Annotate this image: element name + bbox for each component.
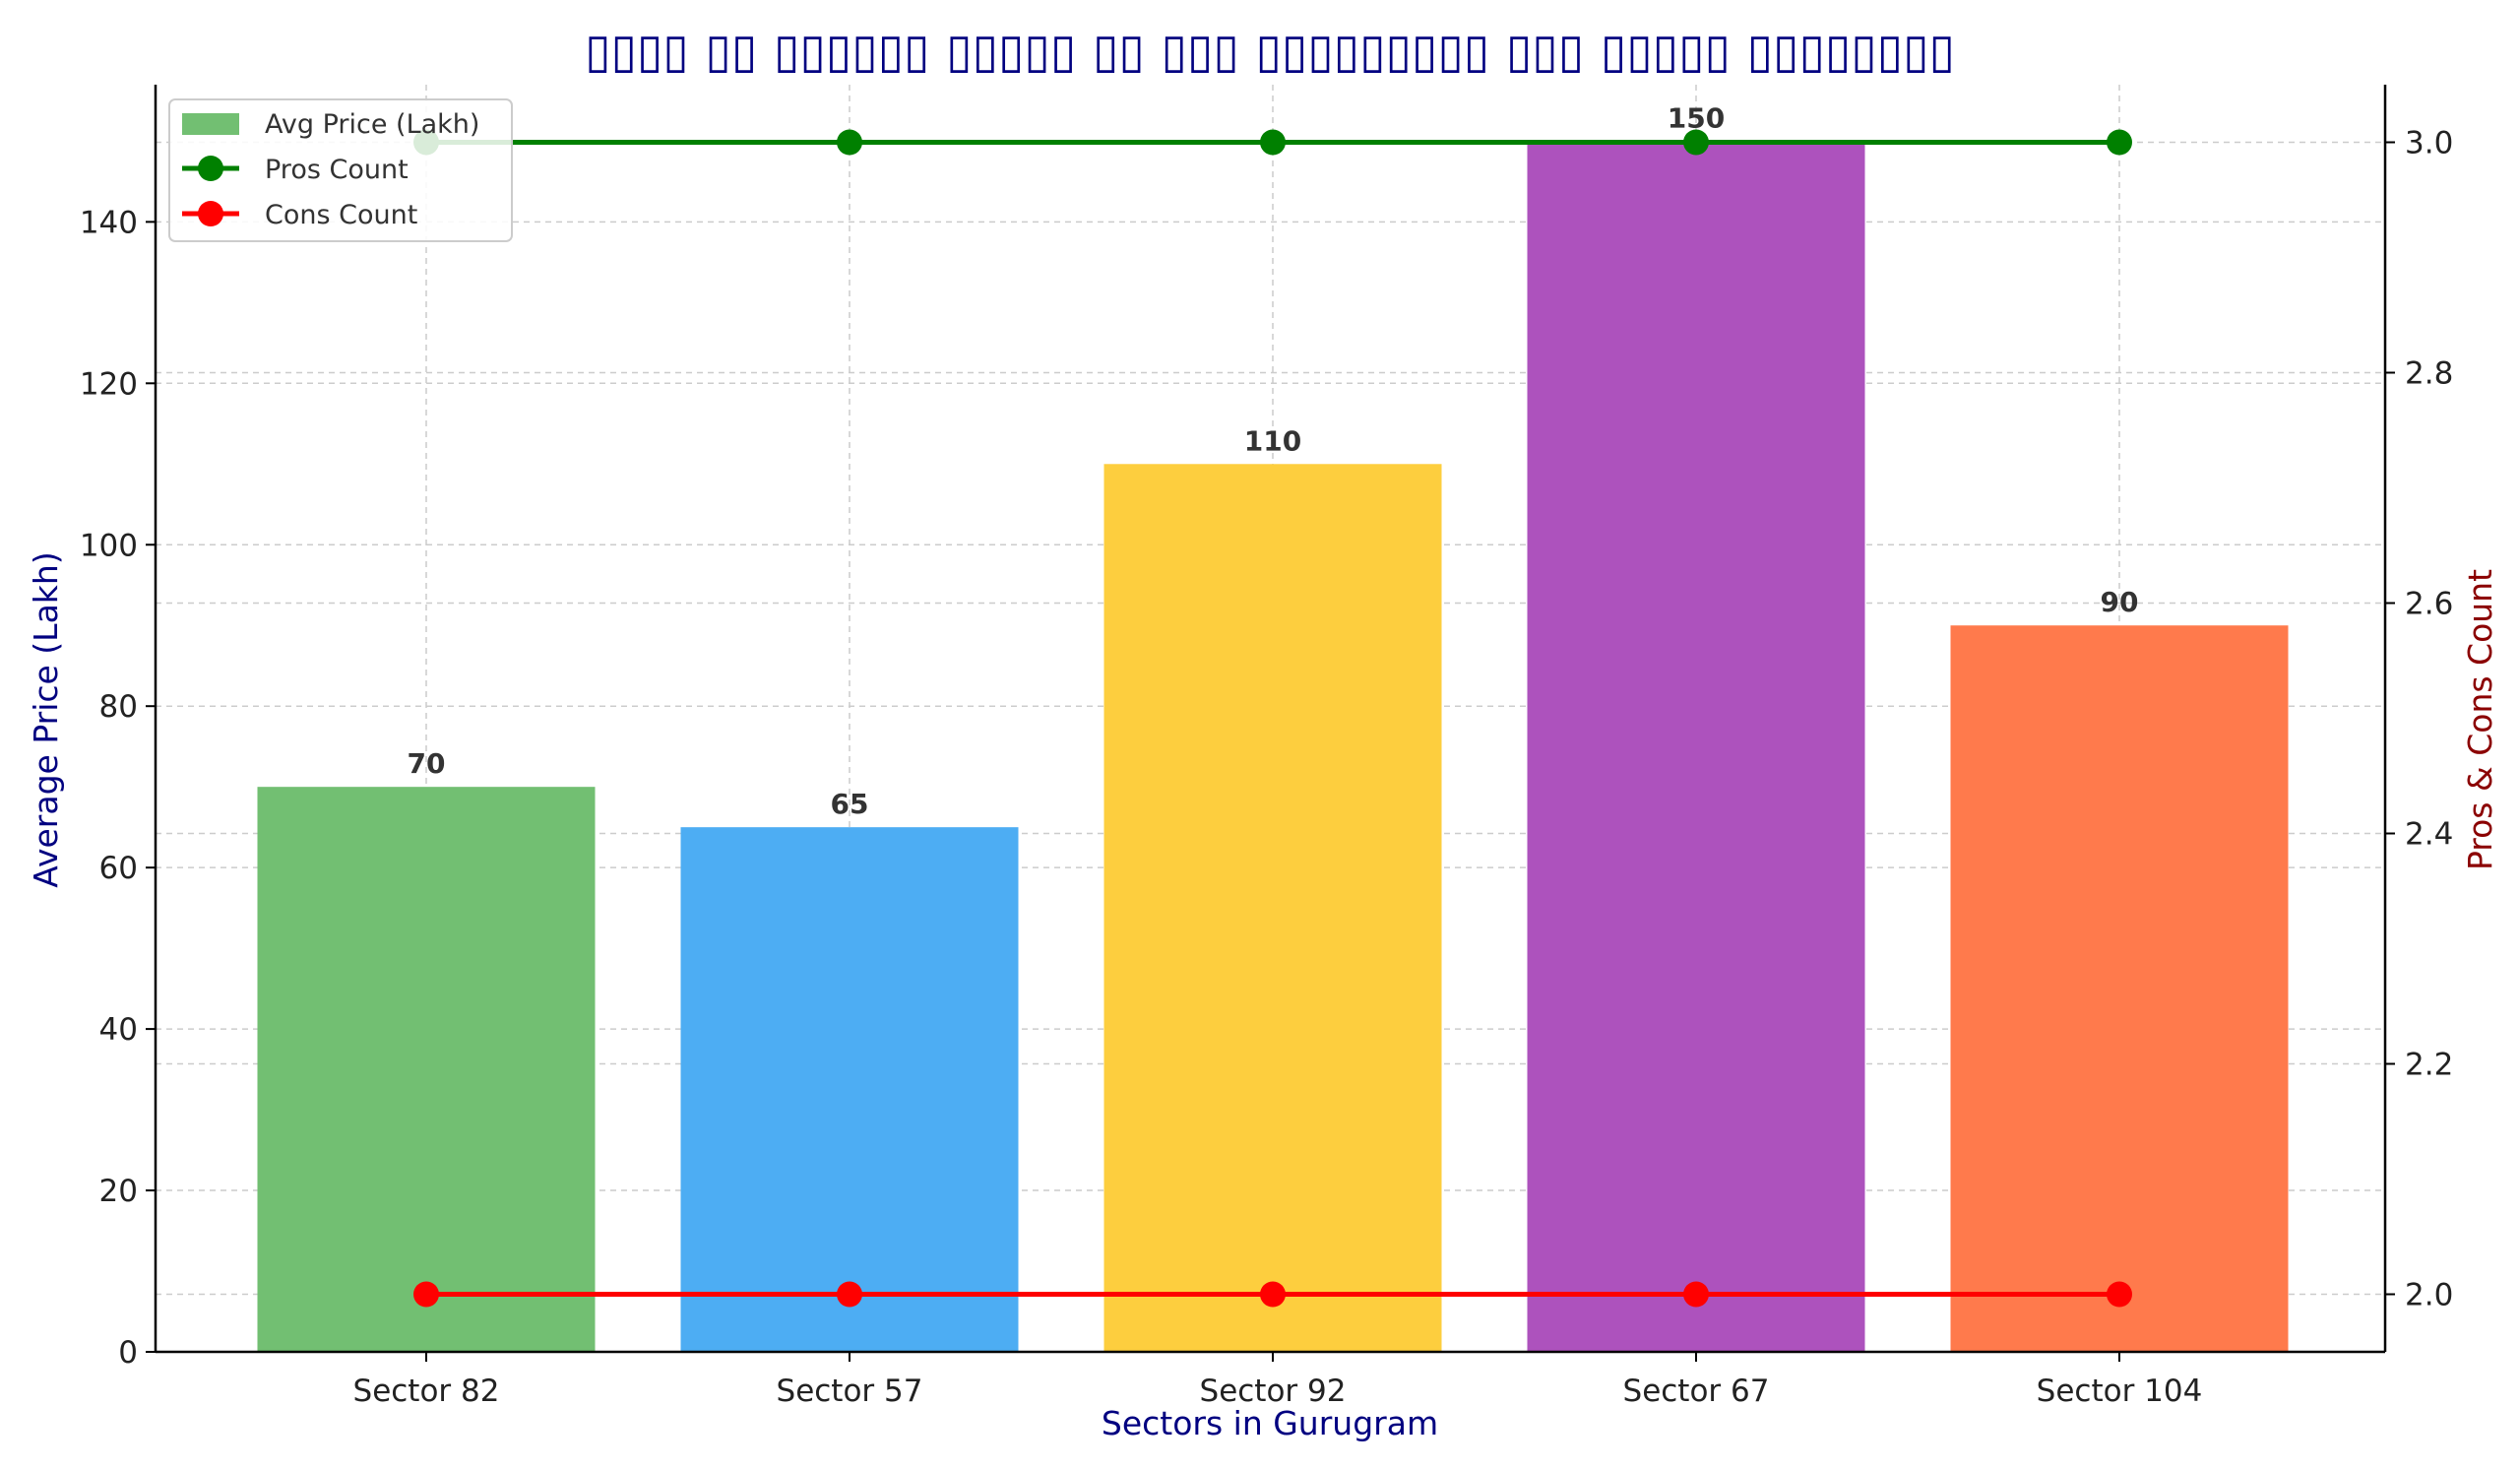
bar-data-label: 70 — [408, 747, 446, 780]
bars — [257, 141, 2289, 1352]
y2-tick-label: 2.0 — [2405, 1278, 2453, 1313]
y-tick-label: 80 — [99, 689, 138, 725]
y2-tick-label: 3.0 — [2405, 126, 2453, 161]
legend-label: Avg Price (Lakh) — [265, 109, 479, 140]
series-point — [1683, 1281, 1709, 1308]
y-tick-label: 60 — [99, 851, 138, 886]
series-point — [837, 1281, 862, 1308]
axes — [146, 85, 2395, 1362]
series-point — [1260, 129, 1286, 156]
series-lines — [413, 129, 2132, 1308]
y2-tick-label: 2.6 — [2405, 587, 2453, 622]
series-point — [2107, 1281, 2132, 1308]
series-point — [1683, 129, 1709, 156]
series-point — [2107, 129, 2132, 156]
bar — [257, 787, 596, 1352]
x-axis-title: Sectors in Gurugram — [1102, 1404, 1438, 1442]
bar — [1103, 464, 1442, 1352]
y-axis-title: Average Price (Lakh) — [27, 551, 65, 887]
bar — [680, 827, 1019, 1352]
bar-data-label: 150 — [1668, 101, 1725, 134]
bar-data-label: 110 — [1244, 424, 1301, 457]
series-point — [413, 1281, 439, 1308]
y-tick-label: 0 — [118, 1335, 138, 1371]
bar — [1950, 625, 2289, 1352]
y-tick-label: 100 — [80, 528, 138, 563]
series-point — [837, 129, 862, 156]
legend-frame — [168, 98, 513, 242]
legend-label: Cons Count — [265, 200, 417, 230]
x-tick-label: Sector 57 — [777, 1374, 923, 1409]
y-tick-label: 20 — [99, 1174, 138, 1209]
legend-marker — [198, 201, 223, 226]
y2-tick-label: 2.8 — [2405, 356, 2453, 392]
bar-data-labels: 70 65 110 150 90 — [408, 101, 2139, 820]
x-tick-label: Sector 104 — [2037, 1374, 2203, 1409]
bar — [1527, 141, 1865, 1352]
bar-data-label: 90 — [2101, 586, 2139, 618]
series-point — [1260, 1281, 1286, 1308]
legend-swatch — [182, 113, 239, 135]
legend-label: Pros Count — [265, 155, 409, 185]
y-tick-label: 120 — [80, 366, 138, 402]
y2-tick-label: 2.2 — [2405, 1048, 2453, 1083]
x-tick-label: Sector 82 — [353, 1374, 500, 1409]
y-tick-label: 140 — [80, 205, 138, 240]
bar-data-label: 65 — [831, 788, 869, 820]
y2-tick-label: 2.4 — [2405, 817, 2453, 853]
x-tick-label: Sector 92 — [1200, 1374, 1347, 1409]
y-tick-label: 40 — [99, 1012, 138, 1048]
legend-marker — [198, 156, 223, 181]
chart-title: ▯▯▯▯ ▯▯ ▯▯▯▯▯▯ ▯▯▯▯▯ ▯▯ ▯▯▯ ▯▯▯▯▯▯▯▯▯ ▯▯… — [585, 24, 1955, 79]
y2-axis-title: Pros & Cons Count — [2461, 569, 2499, 870]
x-tick-label: Sector 67 — [1623, 1374, 1770, 1409]
tick-labels: 0 20 40 60 80 100 120 140 2.0 2.2 2.4 2.6 2.8 3.0 Sect… — [80, 126, 2453, 1410]
legend: Avg Price (Lakh) Pros Count Cons Count — [168, 98, 513, 242]
